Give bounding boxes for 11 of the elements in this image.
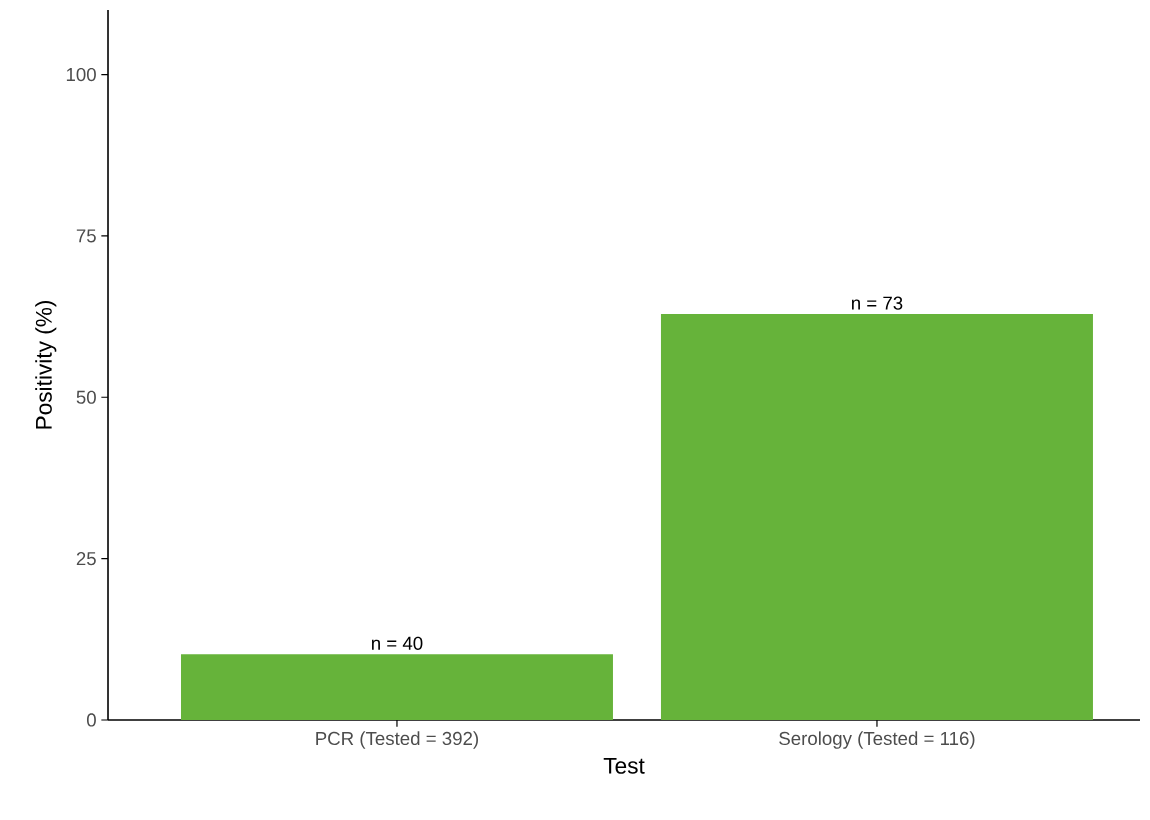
y-axis-title: Positivity (%)	[35, 300, 57, 429]
annotation: n = 73	[851, 296, 903, 310]
y-tick-label: 0	[86, 713, 96, 727]
x-axis-title: Test	[603, 757, 645, 774]
x-tick-label: PCR (Tested = 392)	[316, 731, 478, 749]
x-tick-label: Serology (Tested = 116)	[779, 731, 975, 749]
y-tick-label: 100	[66, 67, 96, 82]
annotation: n = 40	[371, 636, 423, 650]
y-tick-label: 75	[76, 229, 96, 243]
y-tick-label: 25	[76, 552, 96, 566]
y-tick-label: 50	[76, 390, 96, 404]
